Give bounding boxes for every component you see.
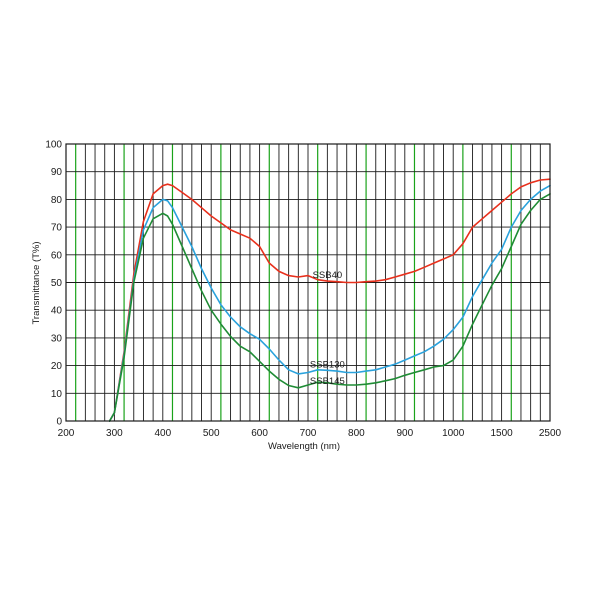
series-line-ssb130	[108, 184, 551, 422]
x-tick-label: 1500	[490, 428, 513, 439]
y-tick-label: 0	[56, 417, 62, 428]
y-tick-label: 60	[51, 250, 63, 261]
y-tick-label: 20	[51, 361, 63, 372]
y-axis-title: Transmittance (T%)	[31, 241, 42, 324]
y-tick-label: 80	[51, 195, 63, 206]
x-axis-title: Wavelength (nm)	[268, 441, 340, 452]
grid	[66, 144, 550, 421]
plot-frame	[65, 143, 551, 422]
x-tick-label: 500	[203, 428, 220, 439]
x-tick-label: 1000	[442, 428, 465, 439]
series-line-ssb145	[108, 193, 551, 422]
series-line-ssb40	[108, 178, 551, 422]
y-tick-label: 100	[45, 140, 62, 151]
series-labels: SSB40 SSB130 SSB145	[310, 270, 345, 387]
x-tick-label: 300	[106, 428, 123, 439]
y-tick-labels: 0 10 20 30 40 50 60 70 80 90 100	[45, 140, 62, 428]
x-tick-label: 600	[251, 428, 268, 439]
y-tick-label: 40	[51, 306, 63, 317]
x-tick-labels: 200 300 400 500 600 700 800 900 1000 1500 2500	[58, 428, 562, 439]
y-tick-label: 50	[51, 278, 63, 289]
x-tick-label: 400	[154, 428, 171, 439]
x-tick-label: 2500	[539, 428, 562, 439]
curves	[108, 178, 551, 422]
x-tick-label: 700	[300, 428, 317, 439]
series-label-ssb130: SSB130	[310, 359, 345, 370]
series-label-ssb145: SSB145	[310, 376, 345, 387]
y-tick-label: 30	[51, 333, 63, 344]
x-tick-label: 900	[396, 428, 413, 439]
y-tick-label: 70	[51, 223, 63, 234]
series-label-ssb40: SSB40	[313, 270, 343, 281]
y-tick-label: 90	[51, 167, 63, 178]
y-tick-label: 10	[51, 389, 63, 400]
plot-border	[65, 143, 551, 422]
x-tick-label: 800	[348, 428, 365, 439]
x-tick-label: 200	[58, 428, 75, 439]
